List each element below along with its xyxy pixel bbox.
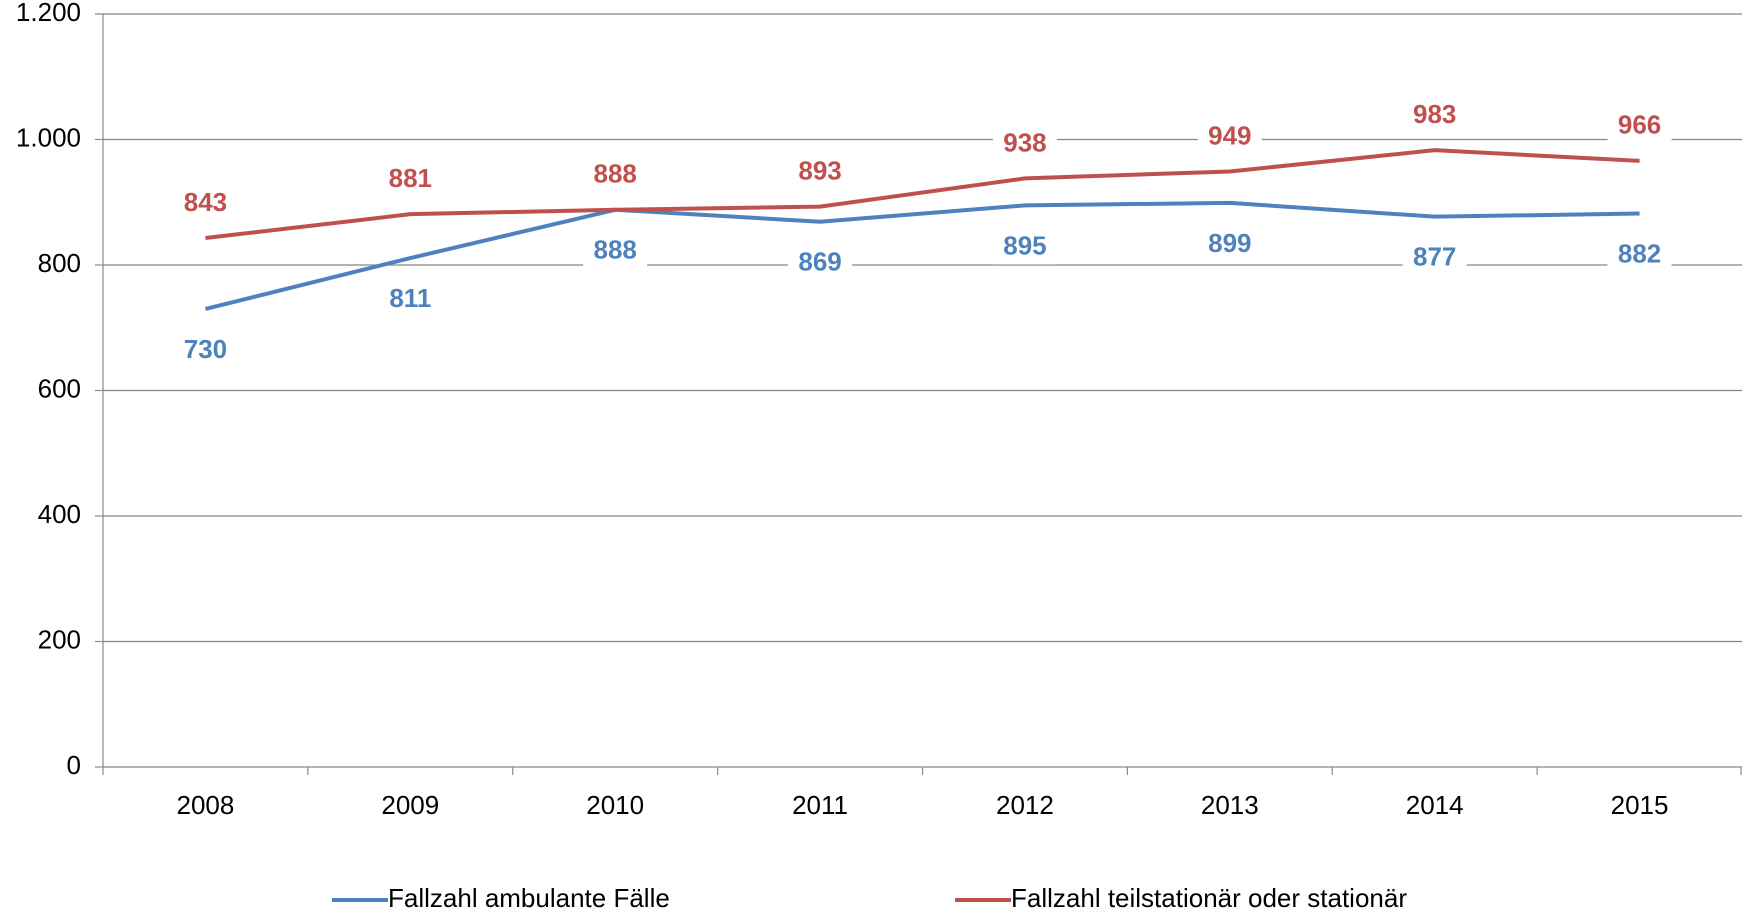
data-label: 888	[593, 235, 636, 265]
data-label: 893	[798, 156, 841, 186]
data-label: 882	[1618, 238, 1661, 268]
label-bg	[1197, 227, 1262, 262]
label-bg	[1402, 241, 1467, 276]
data-label: 949	[1208, 120, 1251, 150]
y-tick-label: 200	[38, 624, 81, 654]
line-series	[205, 148, 1640, 241]
y-tick-label: 800	[38, 248, 81, 278]
label-bg	[583, 234, 648, 269]
label-bg	[1607, 238, 1672, 273]
y-tick-label: 400	[38, 499, 81, 529]
data-label: 983	[1413, 99, 1456, 129]
y-tick-label: 600	[38, 373, 81, 403]
label-bg	[1402, 99, 1467, 134]
data-label: 881	[389, 163, 432, 193]
x-tick-label: 2012	[996, 790, 1054, 820]
data-label: 843	[184, 187, 227, 217]
label-bg	[173, 187, 238, 222]
x-tick-label: 2013	[1201, 790, 1259, 820]
label-bg	[788, 246, 853, 281]
data-label: 899	[1208, 228, 1251, 258]
data-label: 730	[184, 334, 227, 364]
data-label: 938	[1003, 127, 1046, 157]
label-bg	[992, 127, 1057, 162]
y-tick-label: 1.000	[16, 122, 81, 152]
data-label: 869	[798, 247, 841, 277]
legend-label: Fallzahl ambulante Fälle	[388, 883, 670, 913]
data-label: 811	[389, 283, 431, 313]
label-bg	[173, 333, 238, 368]
data-label: 888	[593, 159, 636, 189]
label-bg	[992, 230, 1057, 265]
y-tick-label: 1.200	[16, 0, 81, 27]
label-bg	[1607, 109, 1672, 144]
data-label: 895	[1003, 230, 1046, 260]
x-tick-label: 2015	[1611, 790, 1669, 820]
x-tick-label: 2011	[792, 790, 848, 820]
label-bg	[1197, 120, 1262, 155]
x-tick-label: 2014	[1406, 790, 1464, 820]
x-tick-label: 2008	[177, 790, 235, 820]
x-tick-label: 2010	[586, 790, 644, 820]
line-series	[204, 200, 1640, 311]
label-bg	[378, 283, 443, 318]
y-tick-label: 0	[67, 750, 81, 780]
label-bg	[583, 158, 648, 193]
data-label: 877	[1413, 242, 1456, 272]
x-tick-label: 2009	[381, 790, 439, 820]
data-label: 966	[1618, 110, 1661, 140]
label-bg	[788, 155, 853, 190]
legend-label: Fallzahl teilstationär oder stationär	[1011, 883, 1407, 913]
label-bg	[378, 163, 443, 198]
